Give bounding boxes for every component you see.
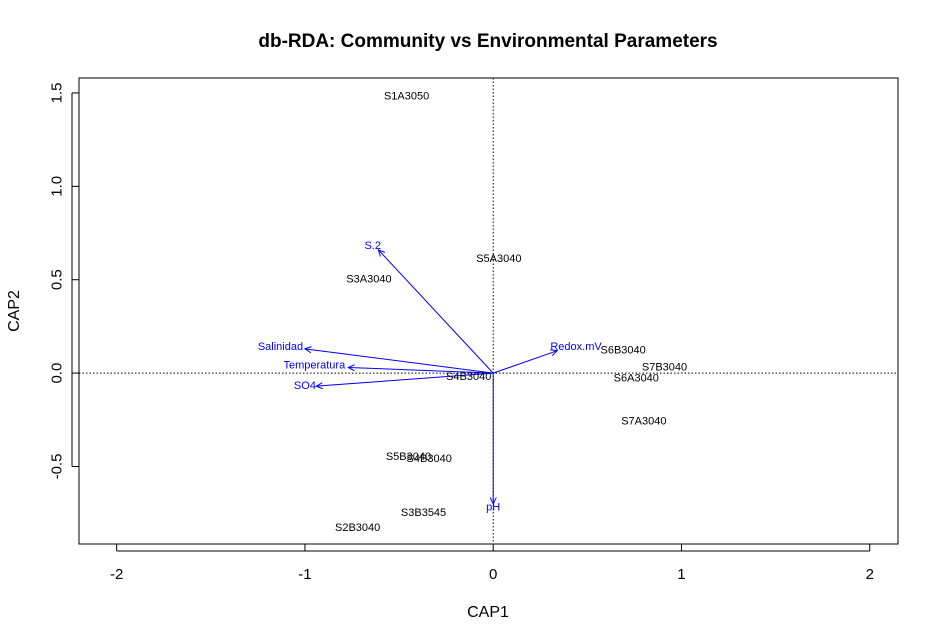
- y-tick-label: -0.5: [49, 454, 66, 480]
- site-label: S3A3040: [346, 274, 391, 286]
- vector-label-redox-mv: Redox.mV: [550, 341, 602, 353]
- site-label: S5A3040: [476, 253, 521, 265]
- y-tick-label: 1.5: [49, 83, 66, 104]
- y-tick-label: 0.0: [49, 363, 66, 384]
- y-tick-label: 1.0: [49, 176, 66, 197]
- vector-label-s-2: S.2: [364, 240, 381, 252]
- vector-arrowhead: [377, 248, 386, 257]
- vector-s-2: [377, 249, 494, 374]
- chart-title: db-RDA: Community vs Environmental Param…: [258, 31, 717, 52]
- site-label: S1A3050: [384, 91, 429, 103]
- vector-label-so4: SO4: [294, 380, 316, 392]
- site-label: S2B3040: [335, 522, 380, 534]
- x-axis-label: CAP1: [467, 604, 509, 621]
- site-label: S7B3040: [642, 361, 687, 373]
- site-label: S4B3040: [446, 371, 491, 383]
- x-tick-label: 0: [489, 566, 497, 583]
- vector-arrowhead: [347, 364, 355, 372]
- y-tick-label: 0.5: [49, 269, 66, 290]
- vector-arrowhead: [489, 497, 497, 505]
- x-tick-label: -1: [298, 566, 311, 583]
- vector-salinidad: [304, 348, 494, 374]
- vector-temperatura: [348, 366, 494, 374]
- site-label: S3B3545: [401, 507, 446, 519]
- vector-arrowhead: [303, 346, 312, 354]
- vector-label-salinidad: Salinidad: [258, 341, 303, 353]
- site-label: S7A3040: [621, 416, 666, 428]
- vector-redox-mv: [493, 350, 558, 374]
- x-tick-label: 1: [677, 566, 685, 583]
- plot-frame: [78, 77, 899, 545]
- vector-label-ph: pH: [486, 502, 500, 514]
- vector-label-temperatura: Temperatura: [283, 360, 346, 372]
- vector-arrowhead: [550, 349, 559, 356]
- y-axis-label: CAP2: [6, 290, 23, 332]
- vector-so4: [316, 372, 494, 387]
- x-tick-label: 2: [866, 566, 874, 583]
- vector-arrowhead: [315, 382, 323, 390]
- site-label: S4B3040: [407, 453, 452, 465]
- site-label: S6B3040: [600, 345, 645, 357]
- x-tick-label: -2: [110, 566, 123, 583]
- site-label: S6A3040: [614, 373, 659, 385]
- site-label: S5B3040: [386, 451, 431, 463]
